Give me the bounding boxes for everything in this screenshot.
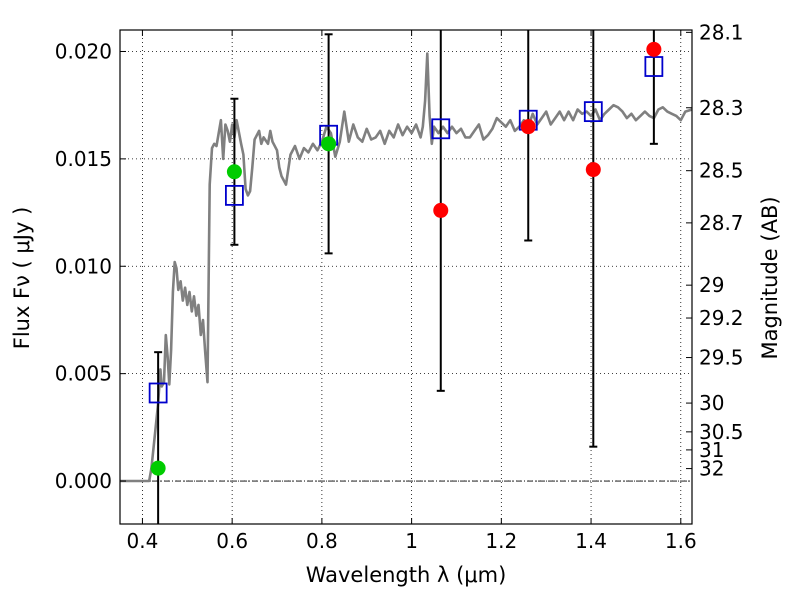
right-tick-label: 28.3 — [699, 96, 744, 120]
model-photometry-square — [148, 382, 168, 404]
x-tick-label: 0.8 — [306, 529, 338, 553]
y-tick-label: 0.015 — [55, 147, 112, 171]
right-tick-label: 30 — [699, 391, 724, 415]
observed-flux-point — [150, 460, 166, 476]
observed-flux-point — [226, 164, 242, 180]
observed-flux-point — [520, 119, 536, 135]
x-tick-label: 1.6 — [665, 529, 697, 553]
x-axis-label: Wavelength λ (μm) — [306, 563, 507, 587]
model-photometry-square — [583, 101, 603, 123]
plot-area — [120, 30, 692, 524]
right-tick-label: 28.7 — [699, 211, 744, 235]
x-tick-label: 1.2 — [485, 529, 517, 553]
observed-flux-point — [646, 41, 662, 57]
model-photometry-square — [431, 118, 451, 140]
x-tick-label: 1 — [405, 529, 418, 553]
y-tick-label: 0.000 — [55, 469, 112, 493]
right-tick-label: 32 — [699, 457, 724, 481]
model-photometry-square — [644, 56, 664, 77]
y-tick-label: 0.005 — [55, 362, 112, 386]
observed-flux-point — [321, 136, 337, 152]
axes-layer: 0.4 0.6 0.8 1 1.2 1.4 1.6 0.000 0.005 0.010 0.015 0… — [55, 20, 744, 553]
y-tick-label: 0.020 — [55, 39, 112, 63]
observed-flux-point — [433, 202, 449, 218]
y-tick-label: 0.010 — [55, 254, 112, 278]
right-tick-label: 29 — [699, 273, 724, 297]
right-axis-label: Magnitude (AB) — [758, 196, 782, 359]
y-axis-label: Flux Fν ( μJy ) — [10, 207, 34, 350]
model-photometry-square — [224, 184, 244, 206]
right-tick-label: 29.2 — [699, 306, 744, 330]
right-tick-label: 28.1 — [699, 20, 744, 44]
x-tick-label: 0.4 — [127, 529, 159, 553]
plot-frame — [119, 29, 693, 525]
right-tick-label: 30.5 — [699, 420, 744, 444]
right-tick-label: 28.5 — [699, 159, 744, 183]
x-tick-label: 1.4 — [575, 529, 607, 553]
right-tick-label: 29.5 — [699, 346, 744, 370]
observed-flux-point — [585, 162, 601, 178]
right-tick-label: 31 — [699, 438, 724, 462]
x-tick-label: 0.6 — [216, 529, 248, 553]
model-spectrum-line — [120, 52, 692, 483]
